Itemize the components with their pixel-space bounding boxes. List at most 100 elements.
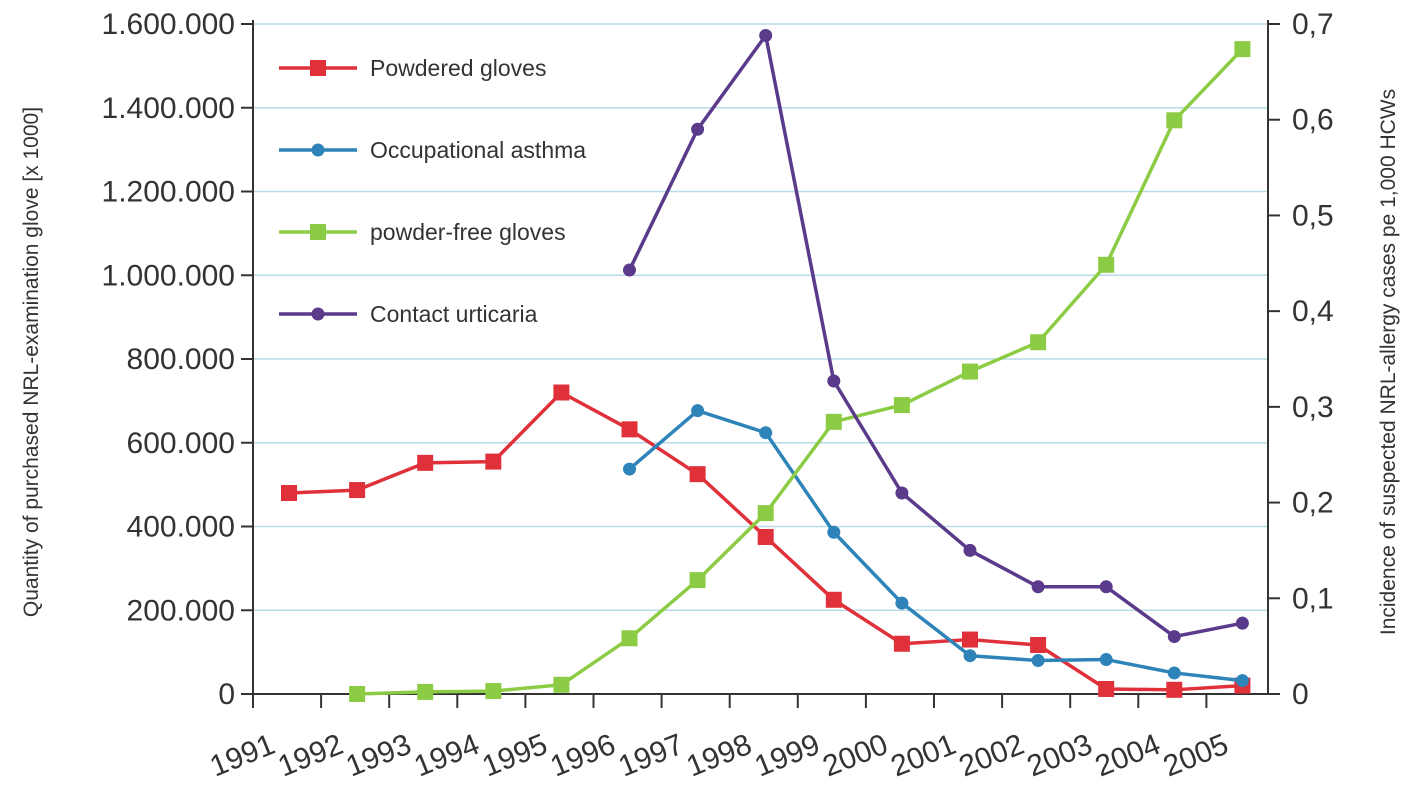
right-y-tick-label: 0,4 xyxy=(1292,295,1334,328)
data-point-marker xyxy=(825,413,842,430)
data-point-marker xyxy=(281,485,297,501)
data-point-marker xyxy=(621,421,638,438)
legend-item: Contact urticaria xyxy=(279,301,538,327)
left-y-tick-label: 1.400.000 xyxy=(102,92,235,125)
data-point-marker xyxy=(1030,334,1047,351)
series-occupational-asthma xyxy=(623,404,1249,688)
right-y-tick-label: 0,5 xyxy=(1292,199,1334,232)
data-point-marker xyxy=(485,683,502,700)
right-y-tick-label: 0 xyxy=(1292,678,1309,711)
data-point-marker xyxy=(691,404,705,418)
data-point-marker xyxy=(1031,580,1045,594)
x-tick-label: 1999 xyxy=(750,728,824,784)
left-y-tick-label: 200.000 xyxy=(127,594,235,627)
gridlines xyxy=(253,23,1268,611)
data-point-marker xyxy=(1098,256,1115,273)
legend-label: Contact urticaria xyxy=(370,301,538,327)
left-y-tick-label: 400.000 xyxy=(127,511,235,544)
left-y-tick-label: 1.200.000 xyxy=(102,176,235,209)
right-y-tick-label: 0,6 xyxy=(1292,104,1334,137)
legend-label: powder-free gloves xyxy=(370,219,566,245)
legend: Powdered gloves Occupational asthma powder… xyxy=(279,55,586,327)
series-line xyxy=(628,408,1243,683)
data-point-marker xyxy=(1167,630,1181,644)
data-point-marker xyxy=(689,572,706,589)
data-point-marker xyxy=(553,384,570,401)
data-point-marker xyxy=(621,630,638,647)
left-y-tick-label: 0 xyxy=(218,678,235,711)
data-point-marker xyxy=(1098,680,1115,697)
x-tick-labels: 1991199219931994199519961997199819992000… xyxy=(205,728,1233,784)
data-point-marker xyxy=(963,649,977,663)
data-point-marker xyxy=(1030,637,1047,654)
data-point-marker xyxy=(349,686,366,702)
data-point-marker xyxy=(349,482,366,499)
data-point-marker xyxy=(757,528,774,545)
data-point-marker xyxy=(1099,653,1113,667)
data-point-marker xyxy=(1166,681,1183,698)
data-point-marker xyxy=(553,676,570,693)
data-point-marker xyxy=(827,525,841,539)
x-tick-label: 1994 xyxy=(410,728,484,784)
data-point-marker xyxy=(895,596,909,610)
x-tick-label: 2001 xyxy=(886,728,960,784)
data-point-marker xyxy=(1234,41,1251,58)
left-y-tick-label: 1.600.000 xyxy=(102,8,235,41)
series-lines xyxy=(281,28,1251,702)
legend-item: Occupational asthma xyxy=(279,137,586,163)
series-contact-urticaria xyxy=(623,28,1249,644)
data-point-marker xyxy=(1235,616,1249,630)
x-tick-label: 2004 xyxy=(1091,728,1165,784)
data-point-marker xyxy=(417,683,434,700)
data-point-marker xyxy=(895,486,909,500)
data-point-marker xyxy=(1166,112,1183,129)
series-line xyxy=(357,47,1244,696)
data-point-marker xyxy=(691,122,705,136)
legend-marker xyxy=(310,224,326,240)
left-y-tick-labels: 0 200.000 400.000 600.000 800.000 1.000.000 1.… xyxy=(102,8,235,711)
data-point-marker xyxy=(1235,674,1249,688)
data-point-marker xyxy=(962,363,978,380)
data-point-marker xyxy=(417,454,434,471)
right-y-tick-label: 0,2 xyxy=(1292,487,1334,520)
x-tick-label: 2003 xyxy=(1023,728,1097,784)
data-point-marker xyxy=(825,591,842,608)
x-tick-label: 2002 xyxy=(954,728,1028,784)
data-point-marker xyxy=(1167,666,1181,680)
data-point-marker xyxy=(1099,580,1113,594)
legend-item: Powdered gloves xyxy=(279,55,546,81)
left-y-tick-label: 1.000.000 xyxy=(102,259,235,292)
x-tick-label: 2000 xyxy=(818,728,892,784)
data-point-marker xyxy=(893,635,910,652)
series-powder-free-gloves xyxy=(349,41,1251,702)
data-point-marker xyxy=(689,466,706,483)
data-point-marker xyxy=(963,543,977,557)
data-point-marker xyxy=(1031,654,1045,667)
data-point-marker xyxy=(962,631,978,648)
data-point-marker xyxy=(623,263,636,277)
x-tick-label: 1992 xyxy=(273,728,347,784)
right-y-tick-label: 0,7 xyxy=(1292,8,1334,41)
right-y-axis-title: Incidence of suspected NRL-allergy cases… xyxy=(1377,89,1400,635)
data-point-marker xyxy=(827,374,841,388)
data-point-marker xyxy=(757,505,774,522)
legend-label: Powdered gloves xyxy=(370,55,546,81)
data-point-marker xyxy=(485,453,502,470)
data-point-marker xyxy=(759,28,773,42)
right-y-tick-labels: 0 0,1 0,2 0,3 0,4 0,5 0,6 0,7 xyxy=(1292,8,1334,711)
x-tick-label: 1998 xyxy=(682,728,756,784)
x-tick-label: 1996 xyxy=(546,728,620,784)
data-point-marker xyxy=(893,397,910,414)
legend-item: powder-free gloves xyxy=(279,219,566,245)
x-tick-label: 2005 xyxy=(1159,728,1233,784)
right-y-tick-label: 0,3 xyxy=(1292,391,1334,424)
data-point-marker xyxy=(623,462,636,476)
x-tick-label: 1997 xyxy=(614,728,688,784)
x-tick-label: 1993 xyxy=(342,728,416,784)
left-y-tick-label: 800.000 xyxy=(127,343,235,376)
x-tick-label: 1995 xyxy=(478,728,552,784)
legend-label: Occupational asthma xyxy=(370,137,586,163)
legend-marker xyxy=(310,60,326,76)
data-point-marker xyxy=(759,426,773,440)
